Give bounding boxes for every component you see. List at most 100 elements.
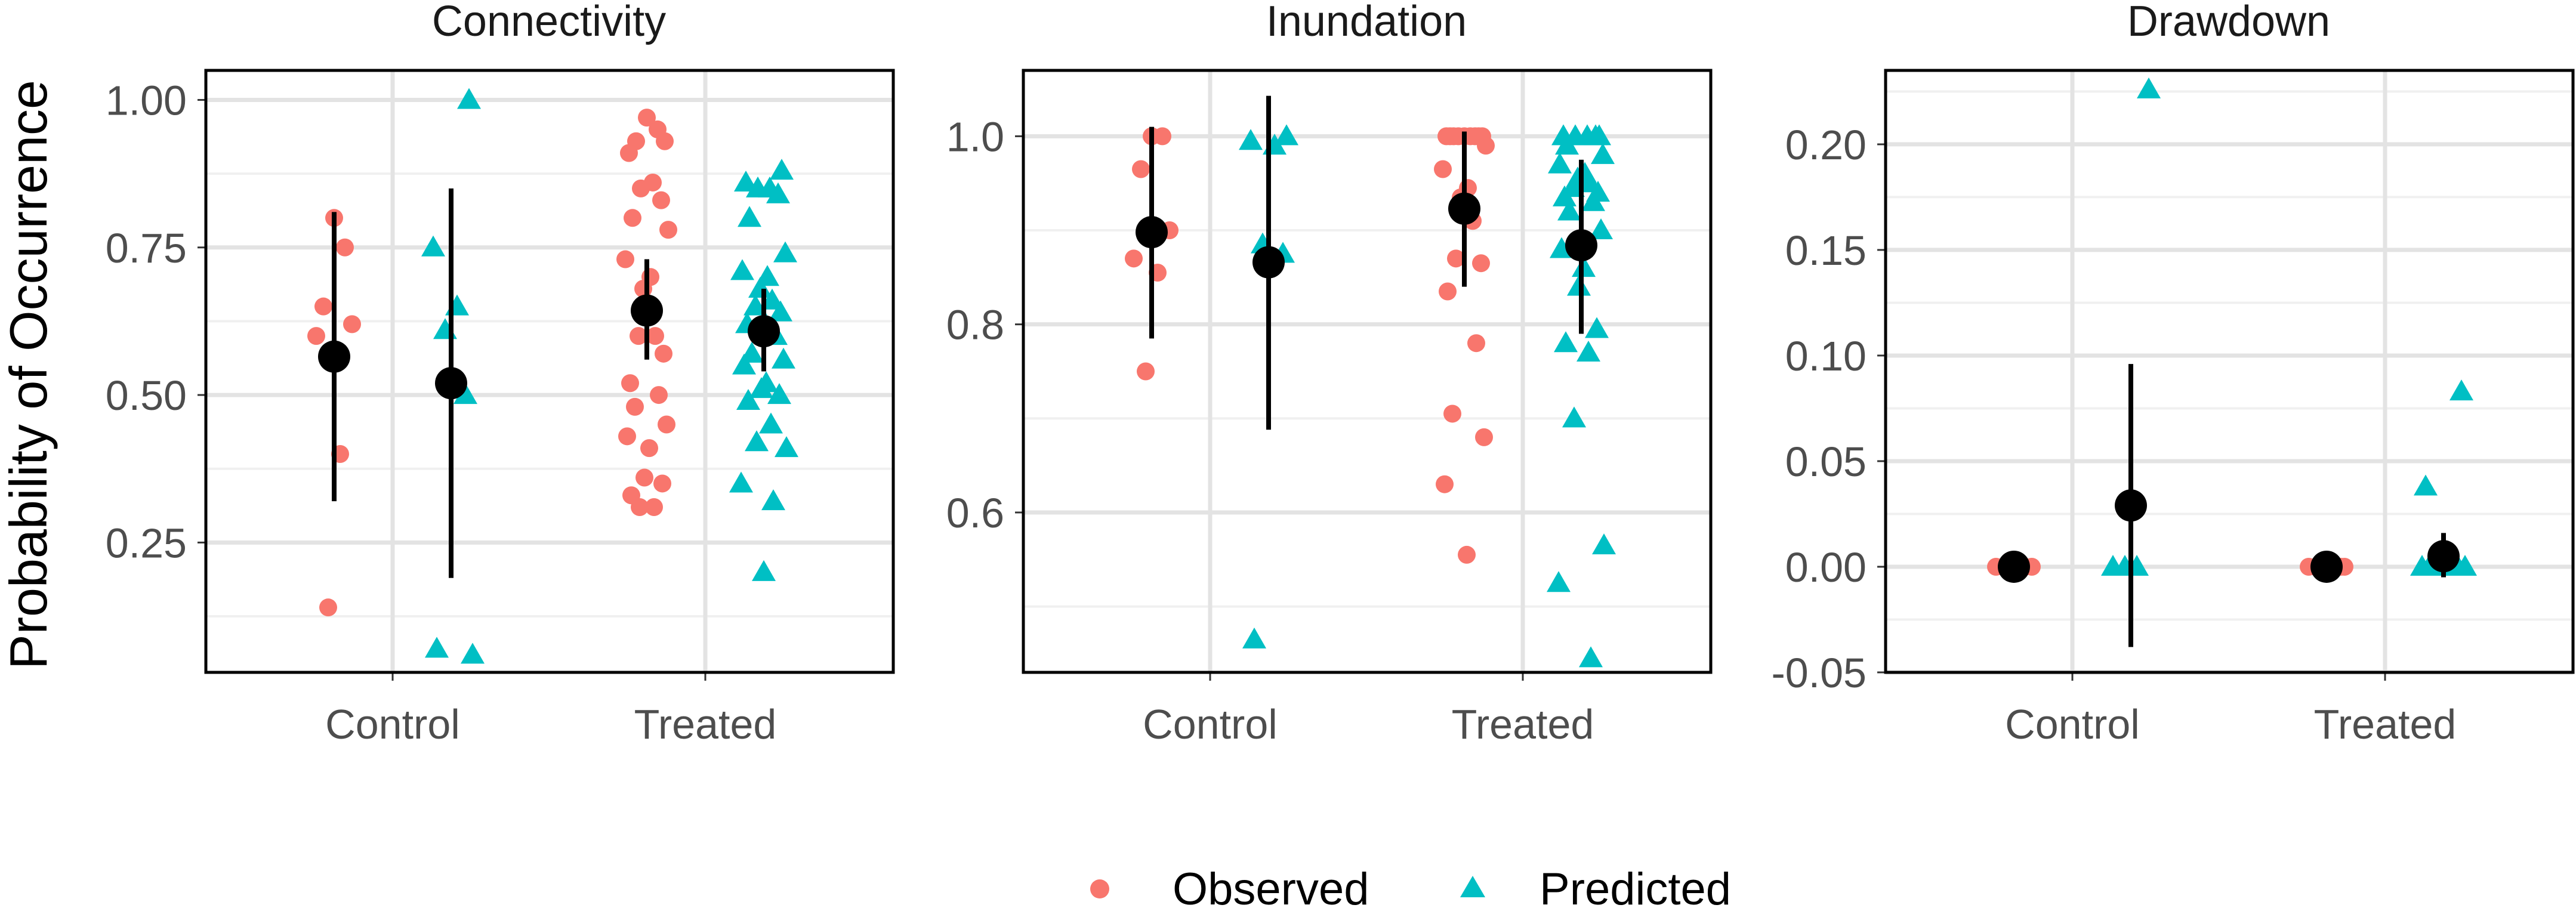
observed-point <box>646 327 664 345</box>
observed-point <box>624 209 641 227</box>
mean-point <box>631 294 663 327</box>
panel-title: Drawdown <box>2127 0 2330 45</box>
observed-point <box>1472 254 1490 273</box>
observed-point <box>626 397 644 416</box>
predicted-point <box>2137 77 2161 98</box>
legend-label-observed: Observed <box>1173 864 1369 911</box>
y-tick-label: 0.10 <box>1785 333 1867 379</box>
legend-key-observed <box>1090 879 1109 898</box>
predicted-point <box>1554 331 1578 353</box>
predicted-point <box>1589 218 1613 240</box>
observed-point <box>652 191 670 209</box>
observed-point <box>631 498 649 517</box>
observed-point <box>336 238 354 257</box>
predicted-point <box>773 241 797 263</box>
observed-point <box>632 179 650 197</box>
observed-point <box>1441 127 1459 146</box>
predicted-point <box>2449 379 2473 401</box>
y-tick-label: 0.8 <box>946 302 1004 348</box>
predicted-point <box>734 170 758 192</box>
observed-point <box>630 327 647 345</box>
y-tick-label: 0.25 <box>106 520 187 566</box>
observed-point <box>1137 362 1155 381</box>
observed-point <box>1434 160 1452 178</box>
mean-point <box>2427 540 2460 573</box>
predicted-point <box>1584 124 1608 146</box>
y-axis-title: Probability of Occurrence <box>0 80 58 669</box>
y-tick-label: 0.75 <box>106 225 187 271</box>
predicted-point <box>759 412 783 434</box>
predicted-point <box>425 637 449 658</box>
observed-point <box>658 415 675 434</box>
observed-point <box>1132 160 1150 178</box>
observed-point <box>616 250 634 268</box>
y-tick-label: 0.15 <box>1785 227 1867 274</box>
observed-point <box>650 386 668 404</box>
panel-title: Connectivity <box>432 0 666 45</box>
y-tick-label: 0.50 <box>106 372 187 419</box>
predicted-point <box>1557 199 1581 221</box>
observed-point <box>1439 282 1457 301</box>
predicted-point <box>746 176 770 197</box>
y-tick-label: 0.6 <box>946 490 1004 536</box>
mean-point <box>1252 246 1285 279</box>
predicted-point <box>1585 317 1609 338</box>
predicted-point <box>421 235 445 257</box>
observed-point <box>645 498 663 517</box>
predicted-point <box>1591 143 1615 164</box>
y-tick-label: 0.20 <box>1785 122 1867 168</box>
x-tick-label: Control <box>1143 701 1278 748</box>
mean-point <box>2310 550 2343 583</box>
legend-key-predicted <box>1460 876 1485 897</box>
observed-point <box>659 221 677 239</box>
mean-point <box>318 340 350 373</box>
panel-border <box>204 69 895 674</box>
observed-point <box>1443 404 1461 423</box>
predicted-point <box>457 88 481 109</box>
mean-point <box>748 315 780 348</box>
observed-point <box>1436 475 1454 493</box>
observed-point <box>655 344 672 363</box>
x-tick-label: Control <box>325 701 460 748</box>
predicted-point <box>772 347 795 369</box>
predicted-point <box>1579 646 1603 668</box>
x-tick-label: Treated <box>2314 701 2457 748</box>
mean-point <box>435 367 467 400</box>
predicted-point <box>1553 185 1577 206</box>
predicted-point <box>1555 134 1579 155</box>
panel-inundation: Inundation Control Treated 1.0 0.8 0.6 <box>946 0 1713 748</box>
predicted-point <box>1239 129 1263 150</box>
panel-border <box>1884 69 2575 674</box>
predicted-point <box>736 388 760 410</box>
legend: Observed Predicted <box>1090 864 1731 911</box>
observed-point <box>314 297 332 316</box>
y-tick-label: 1.0 <box>946 113 1004 160</box>
mean-point <box>1998 550 2030 583</box>
observed-point <box>1475 428 1493 446</box>
observed-point <box>618 427 636 446</box>
predicted-point <box>749 377 773 399</box>
observed-point <box>1447 249 1465 268</box>
observed-point <box>620 144 638 162</box>
predicted-point <box>730 259 754 280</box>
predicted-point <box>1275 124 1298 146</box>
observed-point <box>621 374 639 393</box>
predicted-point <box>775 436 798 458</box>
panel-border <box>1022 69 1713 674</box>
mean-point <box>1448 192 1480 225</box>
predicted-point <box>461 643 485 664</box>
predicted-point <box>767 383 791 404</box>
predicted-point <box>761 489 785 511</box>
predicted-point <box>1562 406 1586 428</box>
observed-point <box>1477 137 1495 155</box>
observed-point <box>1467 334 1485 353</box>
panel-drawdown: Drawdown Control Treated 0.20 0.15 0.10 0.0… <box>1771 0 2575 748</box>
predicted-point <box>1592 533 1616 555</box>
predicted-point <box>1581 190 1605 211</box>
observed-point <box>635 468 653 487</box>
observed-point <box>1458 545 1476 564</box>
predicted-point <box>2453 554 2477 576</box>
predicted-point <box>738 206 761 227</box>
predicted-point <box>745 430 769 452</box>
observed-point <box>307 327 325 345</box>
